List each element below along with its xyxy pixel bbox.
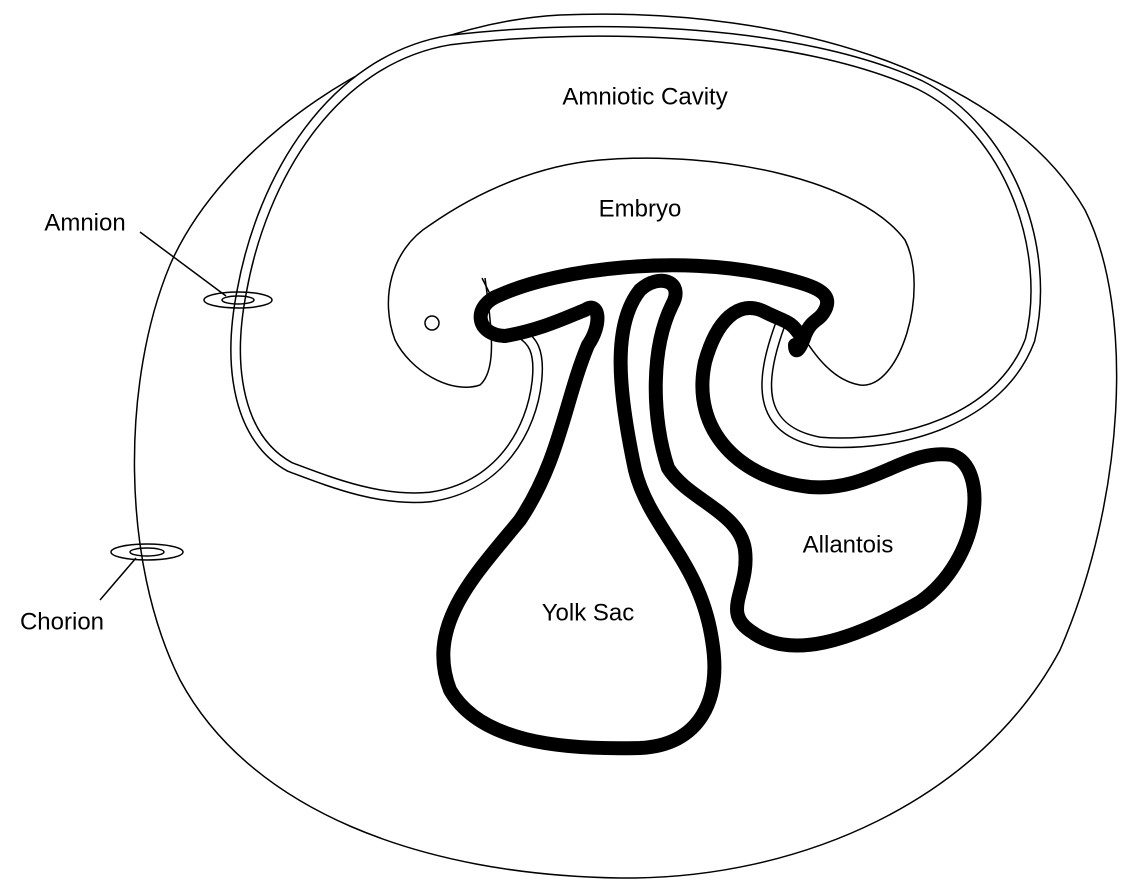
label: Amniotic Cavity — [562, 83, 727, 110]
label: Amnion — [44, 209, 125, 236]
amnion-leader — [139, 231, 227, 297]
chorion-outline — [133, 13, 1118, 879]
embryo-tick — [481, 277, 493, 299]
chorion-leader — [99, 557, 137, 601]
label: Allantois — [803, 531, 894, 558]
chorion-marker-inner — [129, 547, 165, 557]
amnion-membrane — [230, 25, 1042, 504]
label: Embryo — [599, 195, 682, 222]
amnion-marker-inner — [221, 295, 255, 305]
label: Yolk Sac — [542, 599, 635, 626]
embryo-outline — [387, 157, 915, 388]
label: Chorion — [20, 608, 104, 635]
chorion-marker — [110, 543, 184, 561]
yolk-sac-outline — [436, 273, 982, 756]
embryo-eye — [424, 315, 440, 331]
amnion-marker — [203, 291, 273, 309]
